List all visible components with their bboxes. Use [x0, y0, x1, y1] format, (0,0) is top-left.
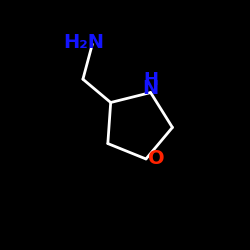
Text: N: N [142, 79, 159, 98]
Text: H: H [143, 71, 158, 89]
Text: H₂N: H₂N [63, 34, 104, 52]
Text: O: O [148, 150, 164, 169]
